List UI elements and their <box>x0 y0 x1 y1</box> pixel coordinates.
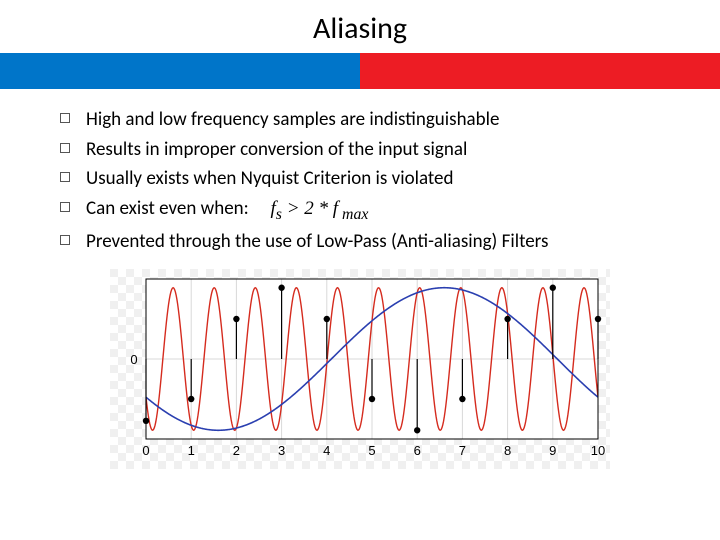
svg-text:3: 3 <box>278 443 285 458</box>
bullet-icon <box>60 235 70 245</box>
list-item: Results in improper conversion of the in… <box>60 137 680 163</box>
stripe-right <box>360 53 720 89</box>
svg-text:8: 8 <box>504 443 511 458</box>
chart-canvas: 0 1 2 3 4 5 6 7 8 9 10 0 <box>110 269 610 469</box>
slide-title: Aliasing <box>0 0 720 53</box>
list-item: Usually exists when Nyquist Criterion is… <box>60 166 680 192</box>
bullet-text: High and low frequency samples are indis… <box>86 107 499 133</box>
bullet-icon <box>60 143 70 153</box>
aliasing-chart: 0 1 2 3 4 5 6 7 8 9 10 0 <box>110 269 610 469</box>
svg-text:4: 4 <box>323 443 330 458</box>
svg-text:0: 0 <box>142 443 149 458</box>
bullet-text-inner: Can exist even when: <box>86 197 249 220</box>
svg-text:0: 0 <box>130 352 137 367</box>
list-item: High and low frequency samples are indis… <box>60 107 680 133</box>
svg-text:5: 5 <box>368 443 375 458</box>
list-item: Prevented through the use of Low-Pass (A… <box>60 229 680 255</box>
bullet-icon <box>60 113 70 123</box>
formula: fs > 2 * f max <box>261 198 368 219</box>
svg-text:6: 6 <box>414 443 421 458</box>
svg-text:7: 7 <box>459 443 466 458</box>
list-item: Can exist even when: fs > 2 * f max <box>60 196 680 225</box>
svg-text:10: 10 <box>591 443 605 458</box>
svg-text:9: 9 <box>549 443 556 458</box>
bullet-text: Results in improper conversion of the in… <box>86 137 467 163</box>
bullet-text: Can exist even when: fs > 2 * f max <box>86 196 368 225</box>
bullet-icon <box>60 172 70 182</box>
stripe-left <box>0 53 360 89</box>
svg-text:1: 1 <box>188 443 195 458</box>
svg-text:2: 2 <box>233 443 240 458</box>
bullet-list: High and low frequency samples are indis… <box>0 89 720 255</box>
bullet-text: Prevented through the use of Low-Pass (A… <box>86 229 548 255</box>
bullet-icon <box>60 202 70 212</box>
bullet-text: Usually exists when Nyquist Criterion is… <box>86 166 453 192</box>
chart-svg: 0 1 2 3 4 5 6 7 8 9 10 0 <box>110 269 610 469</box>
slide: Aliasing High and low frequency samples … <box>0 0 720 540</box>
title-stripe <box>0 53 720 89</box>
